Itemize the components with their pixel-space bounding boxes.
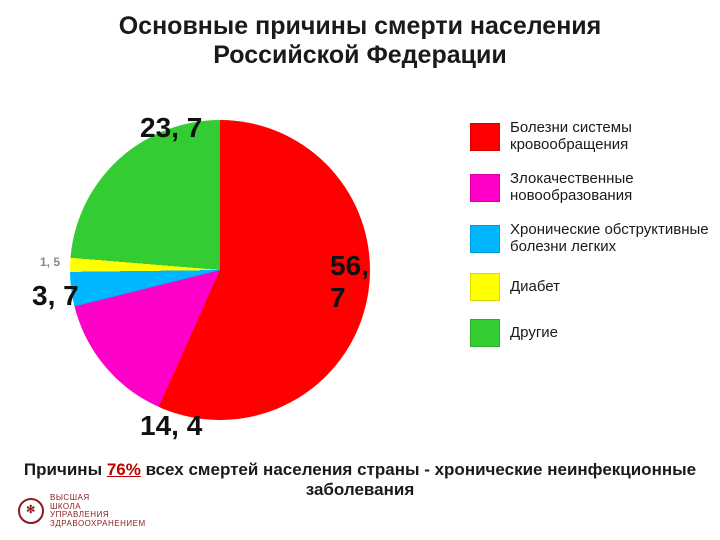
pie-graphic [70, 120, 370, 420]
legend-item: Хронические обструктивные болезни легких [470, 222, 710, 255]
legend-item: Диабет [470, 273, 710, 301]
title-line-2: Российской Федерации [0, 41, 720, 70]
pie-chart: 56, 7 14, 4 3, 7 1, 5 23, 7 [70, 120, 370, 420]
footer-suffix: всех смертей населения страны - хроничес… [141, 460, 696, 499]
institution-logo: ✻ ВЫСШАЯ ШКОЛА УПРАВЛЕНИЯ ЗДРАВООХРАНЕНИ… [18, 494, 146, 528]
data-label-23-7: 23, 7 [140, 112, 202, 144]
footer-highlight: 76% [107, 460, 141, 479]
legend-label: Другие [510, 325, 558, 342]
legend-item: Другие [470, 319, 710, 347]
legend-swatch [470, 273, 500, 301]
logo-text: ВЫСШАЯ ШКОЛА УПРАВЛЕНИЯ ЗДРАВООХРАНЕНИЕМ [50, 494, 146, 528]
legend-item: Болезни системы кровообращения [470, 120, 710, 153]
data-label-14-4: 14, 4 [140, 410, 202, 442]
emblem-icon: ✻ [18, 498, 44, 524]
legend-swatch [470, 123, 500, 151]
legend-label: Болезни системы кровообращения [510, 120, 710, 153]
footer-prefix: Причины [24, 460, 107, 479]
legend-swatch [470, 225, 500, 253]
legend-item: Злокачественные новообразования [470, 171, 710, 204]
data-label-56-7: 56, 7 [330, 250, 370, 314]
title-line-1: Основные причины смерти населения [0, 12, 720, 41]
data-label-3-7: 3, 7 [32, 280, 79, 312]
legend: Болезни системы кровообращения Злокачест… [470, 120, 710, 365]
legend-label: Хронические обструктивные болезни легких [510, 222, 710, 255]
legend-label: Диабет [510, 279, 560, 296]
legend-swatch [470, 319, 500, 347]
legend-label: Злокачественные новообразования [510, 171, 710, 204]
legend-swatch [470, 174, 500, 202]
page-title: Основные причины смерти населения Россий… [0, 12, 720, 70]
slide: Основные причины смерти населения Россий… [0, 0, 720, 540]
data-label-1-5: 1, 5 [40, 255, 60, 269]
